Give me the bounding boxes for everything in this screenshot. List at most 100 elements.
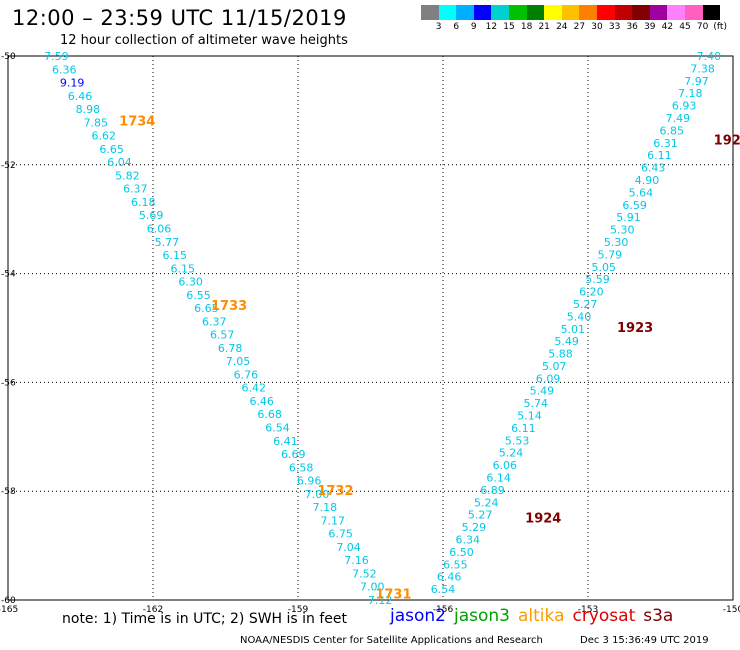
wave-height-value: 7.12 (368, 594, 393, 607)
wave-height-value: 5.88 (548, 348, 573, 361)
legend-label: 18 (520, 22, 533, 32)
wave-height-value: 6.50 (449, 546, 474, 559)
lat-tick-label: -50 (1, 52, 16, 62)
wave-height-value: 5.49 (530, 385, 555, 398)
legend-label: 21 (538, 22, 550, 32)
wave-height-value: 5.24 (474, 496, 499, 509)
wave-height-value: 5.74 (523, 397, 548, 410)
pass-number-label: 1923 (617, 321, 653, 336)
legend-label: 42 (661, 22, 674, 32)
wave-height-value: 5.79 (598, 248, 623, 261)
wave-height-value: 7.38 (690, 62, 715, 75)
legend-swatch (526, 5, 545, 20)
wave-height-value: 6.69 (281, 448, 306, 461)
wave-height-value: 5.40 (567, 310, 592, 323)
lon-tick-label: -156 (433, 605, 454, 615)
map-grid (8, 56, 733, 600)
wave-height-value: 6.06 (147, 222, 172, 235)
wave-height-value: 7.05 (226, 355, 251, 368)
wave-height-value: 6.31 (653, 137, 678, 150)
wave-height-value: 6.09 (536, 372, 561, 385)
lat-tick-label: -54 (1, 270, 16, 280)
wave-height-value: 7.85 (84, 116, 109, 129)
wave-height-value: 6.54 (265, 422, 290, 435)
legend-swatch (421, 5, 439, 20)
wave-height-value: 7.40 (697, 50, 722, 63)
satellite-name: cryosat (572, 606, 636, 626)
pass-labels: 1734 1733 1732 1731 1922 1923 1924 (119, 114, 740, 602)
wave-height-value: 6.78 (218, 342, 243, 355)
wave-height-value: 6.55 (186, 289, 211, 302)
lon-tick-label: -150 (723, 605, 740, 615)
legend-swatch (438, 5, 457, 20)
legend-swatch (614, 5, 633, 20)
wave-height-value: 5.49 (554, 335, 579, 348)
legend-label: 30 (591, 22, 603, 32)
wave-height-value: 6.34 (455, 534, 480, 547)
wave-height-value: 5.69 (139, 209, 164, 222)
legend-label: 24 (556, 22, 568, 32)
wave-height-value: 5.05 (591, 261, 616, 274)
wave-height-value: 5.27 (573, 298, 598, 311)
lat-tick-label: -56 (1, 378, 16, 388)
lon-tick-label: -165 (0, 605, 18, 615)
satellite-name: altika (518, 606, 565, 626)
pass-number-label: 1733 (211, 299, 247, 314)
altimeter-tracks: 7.596.369.196.468.987.856.626.656.045.82… (44, 50, 721, 607)
legend-swatch (473, 5, 492, 20)
legend-swatch (579, 5, 597, 20)
legend-label: 27 (573, 22, 586, 32)
wave-height-value: 6.37 (123, 183, 148, 196)
legend-label: 15 (503, 22, 515, 32)
wave-height-value: 6.46 (437, 571, 462, 584)
wave-height-value: 7.17 (321, 514, 346, 527)
map-frame (7, 55, 734, 601)
wave-height-value: 6.57 (210, 329, 235, 342)
satellite-legend: jason2 jason3 altika cryosat s3a (390, 606, 681, 626)
wave-height-value: 7.16 (344, 554, 369, 567)
wave-height-value: 6.85 (659, 124, 684, 137)
wave-height-value: 6.75 (328, 528, 353, 541)
wave-height-value: 7.00 (360, 581, 385, 594)
lon-tick-label: -159 (288, 605, 309, 615)
legend-swatch (456, 5, 474, 20)
wave-height-value: 6.76 (234, 368, 259, 381)
pass-number-label: 1922 (714, 133, 740, 148)
legend-label: 45 (679, 22, 691, 32)
pass-number-label: 1924 (525, 511, 561, 526)
lat-tick-label: -58 (1, 487, 16, 497)
wave-height-value: 6.15 (163, 249, 188, 262)
wave-height-value: 7.04 (336, 541, 361, 554)
legend-label: 12 (485, 22, 498, 32)
wave-height-value: 5.64 (629, 186, 654, 199)
wave-height-value: 7.18 (313, 501, 338, 514)
wave-height-value: 5.30 (610, 224, 635, 237)
legend-swatch (702, 5, 721, 20)
legend-label: (ft) (713, 22, 727, 32)
lat-tick-label: -60 (1, 596, 16, 606)
color-legend-bar (421, 5, 721, 20)
wave-height-value: 6.96 (297, 475, 322, 488)
wave-height-value: 7.18 (678, 87, 703, 100)
satellite-name: jason2 (390, 606, 446, 626)
wave-height-value: 7.00 (305, 488, 330, 501)
wave-height-value: 5.30 (604, 236, 629, 249)
legend-label: 6 (453, 22, 460, 32)
wave-height-value: 6.14 (486, 472, 511, 485)
wave-height-value: 6.62 (91, 130, 116, 143)
wave-height-value: 6.93 (672, 100, 697, 113)
legend-label: 70 (696, 22, 709, 32)
footer-organization: NOAA/NESDIS Center for Satellite Applica… (240, 635, 543, 646)
wave-height-value: 6.46 (249, 395, 274, 408)
wave-height-value: 6.11 (647, 149, 672, 162)
wave-height-value: 5.07 (542, 360, 567, 373)
wave-height-value: 5.82 (115, 169, 140, 182)
wave-height-value: 5.53 (505, 434, 530, 447)
legend-swatch (596, 5, 615, 20)
legend-label: 3 (435, 22, 442, 32)
wave-height-value: 5.24 (499, 447, 524, 460)
pass-number-label: 1731 (375, 588, 411, 603)
wave-height-value: 5.77 (155, 236, 180, 249)
chart-subtitle: 12 hour collection of altimeter wave hei… (60, 33, 348, 48)
wave-height-value: 6.46 (68, 90, 93, 103)
